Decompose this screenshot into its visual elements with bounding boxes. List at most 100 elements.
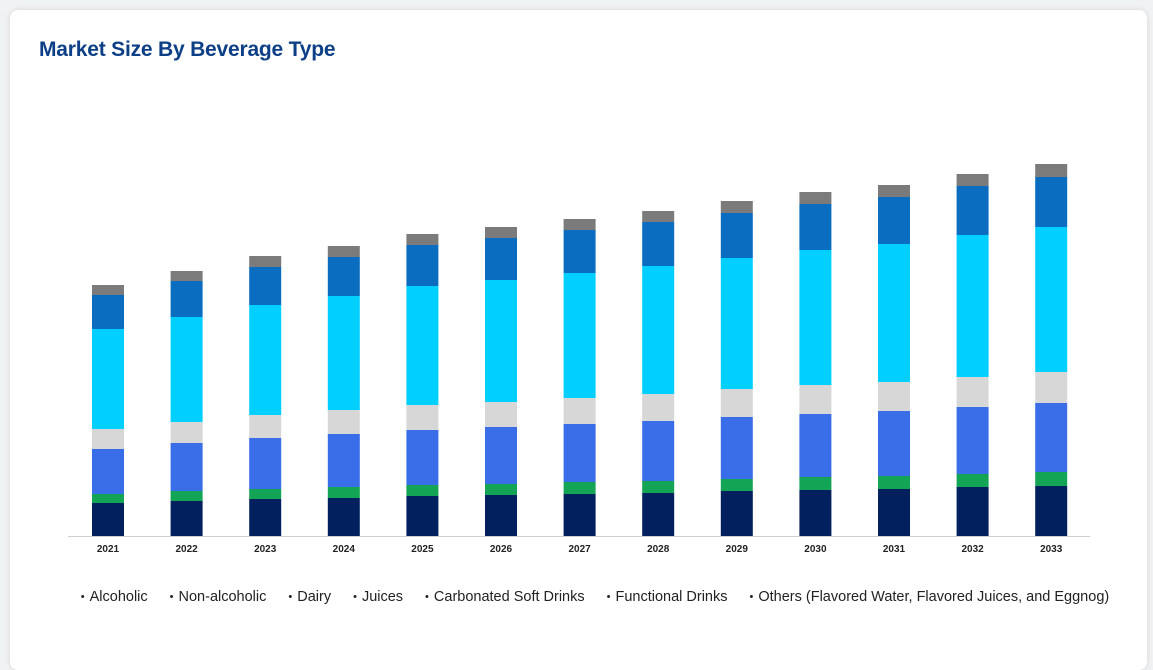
bar-segment-2022-1 [170, 491, 203, 501]
bar-segment-2027-3 [563, 398, 596, 424]
bar-segment-2023-6 [249, 256, 282, 267]
legend-bullet-icon: • [288, 591, 293, 603]
bar-segment-2024-1 [327, 487, 360, 498]
bar-segment-2029-3 [720, 389, 753, 417]
bar-segment-2033-3 [1035, 372, 1068, 403]
bar-segment-2029-0 [720, 491, 753, 536]
legend-bullet-icon: • [80, 591, 85, 603]
chart-title: Market Size By Beverage Type [39, 38, 336, 61]
bar-segment-2021-0 [92, 503, 124, 536]
x-tick-label: 2029 [726, 544, 749, 555]
bar-segment-2021-3 [92, 429, 124, 449]
bar-segment-2031-6 [878, 185, 910, 197]
bar-segment-2031-0 [878, 489, 910, 536]
legend-bullet-icon: • [749, 591, 754, 603]
bar-segment-2026-2 [485, 427, 517, 484]
bar-segment-2025-3 [406, 405, 439, 430]
bar-segment-2027-4 [563, 273, 596, 398]
bar-segment-2024-4 [327, 296, 360, 410]
x-tick-label: 2023 [254, 544, 277, 555]
bar-segment-2021-4 [92, 329, 124, 429]
legend-item: • Others (Flavored Water, Flavored Juices… [750, 581, 1110, 613]
bar-segment-2028-5 [642, 222, 675, 266]
bar-segment-2025-0 [406, 496, 439, 536]
bar-segment-2021-2 [92, 449, 124, 494]
bar-segment-2025-6 [406, 234, 439, 245]
x-tick-label: 2025 [411, 544, 434, 555]
x-tick-label: 2021 [97, 544, 120, 555]
bar-segment-2029-1 [720, 479, 753, 491]
bar-segment-2028-2 [642, 421, 675, 481]
x-tick-label: 2031 [883, 544, 906, 555]
bar-segment-2023-0 [249, 499, 282, 536]
legend-bullet-icon: • [353, 591, 357, 603]
bar-segment-2026-5 [485, 238, 517, 280]
bar-segment-2025-5 [406, 245, 439, 286]
legend-label: Functional Drinks [615, 589, 728, 605]
bar-segment-2032-4 [956, 235, 989, 377]
bar-segment-2023-1 [249, 489, 282, 499]
legend-item: • Carbonated Soft Drinks [425, 581, 585, 613]
legend-label: Others (Flavored Water, Flavored Juices,… [758, 589, 1110, 605]
bar-segment-2027-0 [563, 494, 596, 536]
bar-segment-2026-4 [485, 280, 517, 402]
bar-segment-2022-3 [170, 422, 203, 443]
bar-segment-2021-1 [92, 494, 124, 503]
bar-segment-2032-1 [956, 474, 989, 487]
bar-segment-2022-2 [170, 443, 203, 491]
bar-segment-2030-3 [799, 385, 832, 414]
bar-segment-2022-5 [170, 281, 203, 317]
legend-label: Non-alcoholic [178, 589, 267, 605]
x-tick-label: 2032 [961, 544, 984, 555]
legend-item: • Juices [353, 581, 403, 613]
bar-segment-2032-5 [956, 186, 989, 235]
legend-label: Carbonated Soft Drinks [433, 589, 585, 605]
bar-segment-2030-0 [799, 490, 832, 536]
bar-segment-2030-4 [799, 250, 832, 385]
bar-segment-2026-6 [485, 227, 517, 238]
bar-segment-2024-6 [327, 246, 360, 257]
bar-segment-2029-4 [720, 258, 753, 389]
legend-bullet-icon: • [606, 591, 611, 603]
bar-segment-2033-6 [1035, 164, 1068, 177]
bar-segment-2026-0 [485, 495, 517, 536]
bar-segment-2029-2 [720, 417, 753, 479]
bar-segment-2032-2 [956, 407, 989, 474]
bar-segment-2023-5 [249, 267, 282, 305]
x-tick-label: 2026 [490, 544, 513, 555]
bar-segment-2030-5 [799, 204, 832, 250]
legend-item: • Dairy [288, 581, 331, 613]
x-tick-label: 2033 [1040, 544, 1063, 555]
bar-segment-2028-3 [642, 394, 675, 421]
bar-segment-2028-6 [642, 211, 675, 222]
bar-segment-2032-6 [956, 174, 989, 186]
bar-segment-2031-4 [878, 244, 910, 382]
bar-segment-2028-0 [642, 493, 675, 536]
bar-segment-2024-0 [327, 498, 360, 536]
bar-segment-2030-2 [799, 414, 832, 477]
bar-segment-2033-4 [1035, 227, 1068, 372]
chart-card: Market Size By Beverage Type 2021 2022 202… [10, 10, 1147, 670]
bar-segment-2022-4 [170, 317, 203, 422]
legend-item: • Alcoholic [81, 581, 148, 613]
legend-bullet-icon: • [169, 591, 174, 603]
x-tick-label: 2024 [333, 544, 356, 555]
bar-segment-2033-1 [1035, 472, 1068, 486]
x-tick-label: 2022 [175, 544, 198, 555]
x-tick-label: 2027 [568, 544, 591, 555]
bar-segment-2031-3 [878, 382, 910, 411]
bar-segment-2021-6 [92, 285, 124, 295]
bar-segment-2024-2 [327, 434, 360, 487]
bar-segment-2025-1 [406, 485, 439, 496]
legend-item: • Non-alcoholic [170, 581, 267, 613]
legend-bullet-icon: • [425, 591, 429, 603]
bar-segment-2025-2 [406, 430, 439, 485]
x-tick-label: 2028 [647, 544, 670, 555]
bar-segment-2031-1 [878, 476, 910, 489]
bar-segment-2023-4 [249, 305, 282, 415]
bar-segment-2028-1 [642, 481, 675, 493]
bar-segment-2030-6 [799, 192, 832, 204]
bar-segment-2025-4 [406, 286, 439, 405]
bar-segment-2029-5 [720, 213, 753, 258]
bar-segment-2030-1 [799, 477, 832, 490]
